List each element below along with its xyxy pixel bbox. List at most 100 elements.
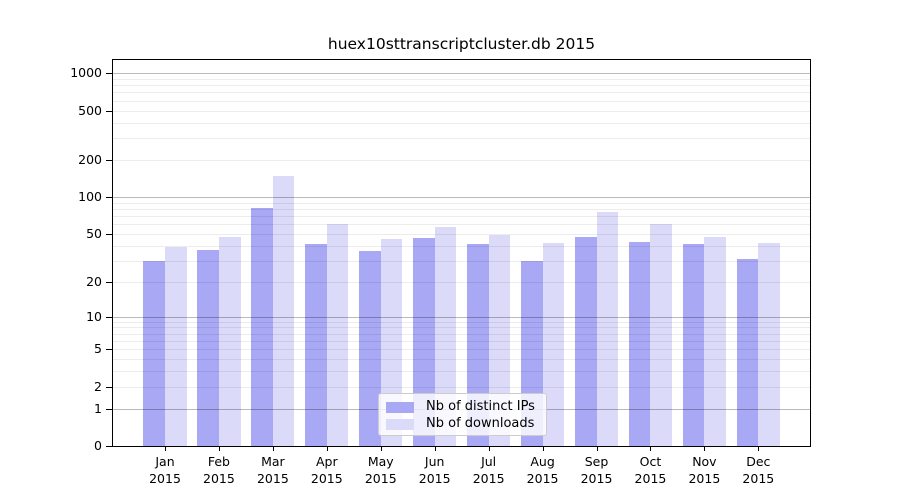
y-axis-label: 1 [94, 400, 102, 416]
bar-downloads-nov [704, 237, 726, 446]
x-axis-tick [596, 446, 598, 451]
x-axis-label-sep: Sep 2015 [580, 454, 613, 486]
bar-downloads-mar [272, 175, 295, 446]
y-axis-tick [106, 281, 112, 283]
y-axis-tick [106, 408, 112, 410]
gridline-minor [113, 371, 810, 373]
y-axis-tick [106, 197, 112, 198]
chart-title: huex10sttranscriptcluster.db 2015 [327, 35, 596, 53]
x-axis-label-jul: Jul 2015 [472, 454, 505, 486]
gridline-minor [113, 122, 810, 124]
legend-swatch-distinct-ips [386, 401, 414, 413]
y-axis-label: 50 [86, 225, 102, 241]
legend-label-downloads: Nb of downloads [426, 416, 535, 431]
gridline-minor [113, 359, 810, 361]
y-axis-tick [106, 159, 112, 161]
bar-downloads-dec [758, 243, 780, 446]
x-axis-label-oct: Oct 2015 [634, 454, 667, 486]
gridline-minor [113, 202, 810, 204]
gridline-minor [113, 138, 810, 140]
gridline-minor [113, 333, 810, 335]
gridline-minor [113, 159, 810, 161]
x-axis-label-aug: Aug 2015 [526, 454, 559, 486]
legend-swatch-downloads [386, 418, 414, 430]
x-axis-tick [272, 446, 274, 451]
gridline-minor [113, 208, 810, 210]
x-axis-tick [434, 446, 436, 451]
x-axis-tick [165, 446, 166, 451]
gridline-minor [113, 100, 810, 102]
x-axis-tick [218, 446, 220, 451]
bar-distinct-ips-apr [305, 244, 327, 446]
y-axis-tick [106, 233, 112, 235]
gridline-minor [113, 281, 810, 283]
y-axis-label: 100 [78, 189, 102, 204]
x-axis-label-nov: Nov 2015 [688, 454, 721, 486]
y-axis-label: 5 [94, 341, 102, 357]
y-axis-label: 200 [78, 151, 102, 167]
y-axis-tick [106, 446, 112, 447]
gridline-minor [113, 341, 810, 343]
x-axis-tick [488, 446, 490, 451]
x-axis-tick [326, 446, 328, 451]
bar-distinct-ips-oct [628, 241, 651, 446]
x-axis-label-jan: Jan 2015 [149, 454, 181, 486]
bar-distinct-ips-jan [143, 260, 165, 446]
legend-label-distinct-ips: Nb of distinct IPs [426, 399, 535, 414]
bar-downloads-jun [434, 226, 457, 446]
x-axis-label-feb: Feb 2015 [203, 454, 235, 486]
gridline-minor [113, 224, 810, 226]
y-axis-label: 1000 [70, 65, 102, 81]
bar-distinct-ips-mar [251, 207, 273, 446]
gridline-minor [113, 260, 810, 262]
gridline-major [113, 73, 810, 75]
y-axis-label: 10 [86, 308, 102, 324]
bar-downloads-apr [326, 224, 349, 446]
x-axis-label-may: May 2015 [364, 454, 397, 486]
gridline-minor [113, 85, 810, 87]
bar-distinct-ips-sep [574, 237, 597, 446]
x-axis-tick [704, 446, 706, 451]
y-axis-label: 0 [94, 438, 102, 453]
bar-distinct-ips-may [359, 251, 381, 446]
gridline-minor [113, 110, 810, 112]
x-axis-label-jun: Jun 2015 [418, 454, 451, 486]
x-axis-label-dec: Dec 2015 [742, 454, 775, 486]
x-axis-tick [758, 446, 760, 451]
bar-downloads-jan [165, 246, 187, 446]
x-axis-label-apr: Apr 2015 [310, 454, 343, 486]
x-axis-tick [380, 446, 382, 451]
gridline-minor [113, 216, 810, 218]
plot-area [112, 59, 811, 447]
y-axis-label: 20 [86, 273, 102, 289]
y-axis-tick [106, 110, 112, 112]
gridline-major [113, 197, 810, 198]
gridline-minor [113, 92, 810, 94]
gridline-minor [113, 386, 810, 388]
gridline-minor [113, 233, 810, 235]
x-axis-tick [650, 446, 652, 451]
gridline-minor [113, 78, 810, 80]
bar-distinct-ips-feb [197, 249, 219, 446]
x-axis-label-mar: Mar 2015 [256, 454, 289, 486]
bar-downloads-feb [218, 237, 241, 446]
bar-downloads-aug [542, 243, 565, 446]
legend: Nb of distinct IPs Nb of downloads [378, 393, 547, 436]
y-axis-label: 2 [94, 378, 102, 394]
bar-distinct-ips-nov [682, 244, 705, 446]
bar-downloads-sep [596, 212, 619, 446]
gridline-minor [113, 245, 810, 247]
y-axis-tick [106, 386, 112, 388]
bar-downloads-oct [650, 224, 673, 446]
legend-item-downloads: Nb of downloads [386, 416, 546, 432]
gridline-minor [113, 321, 810, 323]
gridline-minor [113, 327, 810, 329]
gridline-major [113, 316, 810, 318]
y-axis-tick [106, 349, 112, 351]
y-axis-tick [106, 316, 112, 318]
gridline-minor [113, 349, 810, 351]
bar-distinct-ips-dec [736, 259, 759, 446]
y-axis-label: 500 [78, 102, 102, 118]
x-axis-tick [542, 446, 544, 451]
